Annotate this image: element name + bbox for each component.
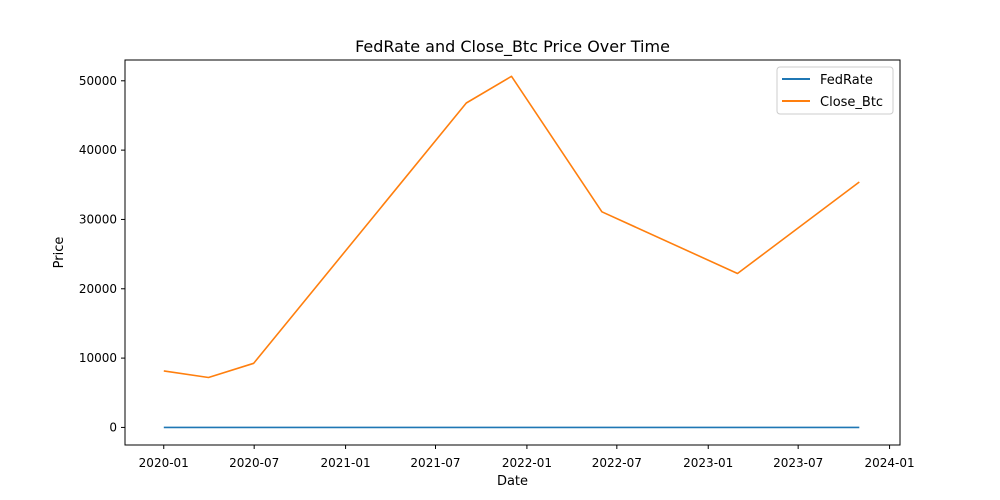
- x-tick-label: 2021-07: [410, 456, 460, 470]
- y-tick-label: 50000: [79, 74, 117, 88]
- y-tick-label: 30000: [79, 212, 117, 226]
- x-tick-label: 2020-07: [229, 456, 279, 470]
- chart-title: FedRate and Close_Btc Price Over Time: [355, 37, 670, 57]
- series-line-close-btc: [163, 75, 860, 379]
- legend-label-fedrate: FedRate: [820, 73, 873, 88]
- y-tick-label: 40000: [79, 143, 117, 157]
- x-tick-label: 2022-07: [592, 456, 642, 470]
- y-tick-label: 0: [109, 420, 117, 434]
- plot-frame: [124, 59, 901, 446]
- y-tick-label: 20000: [79, 282, 117, 296]
- legend-label-close-btc: Close_Btc: [820, 95, 883, 110]
- y-axis: 0 10000 20000 30000 40000 50000: [79, 74, 125, 434]
- legend: FedRate Close_Btc: [776, 66, 894, 115]
- x-axis-label: Date: [497, 474, 528, 489]
- x-tick-label: 2020-01: [139, 456, 189, 470]
- y-axis-label: Price: [52, 237, 67, 269]
- x-tick-label: 2023-01: [683, 456, 733, 470]
- x-tick-label: 2022-01: [502, 456, 552, 470]
- y-tick-label: 10000: [79, 351, 117, 365]
- series-layer: [163, 75, 860, 429]
- x-tick-label: 2024-01: [864, 456, 914, 470]
- x-tick-label: 2023-07: [773, 456, 823, 470]
- x-tick-label: 2021-01: [321, 456, 371, 470]
- x-axis: 2020-01 2020-07 2021-01 2021-07 2022-01 2022-…: [139, 445, 915, 470]
